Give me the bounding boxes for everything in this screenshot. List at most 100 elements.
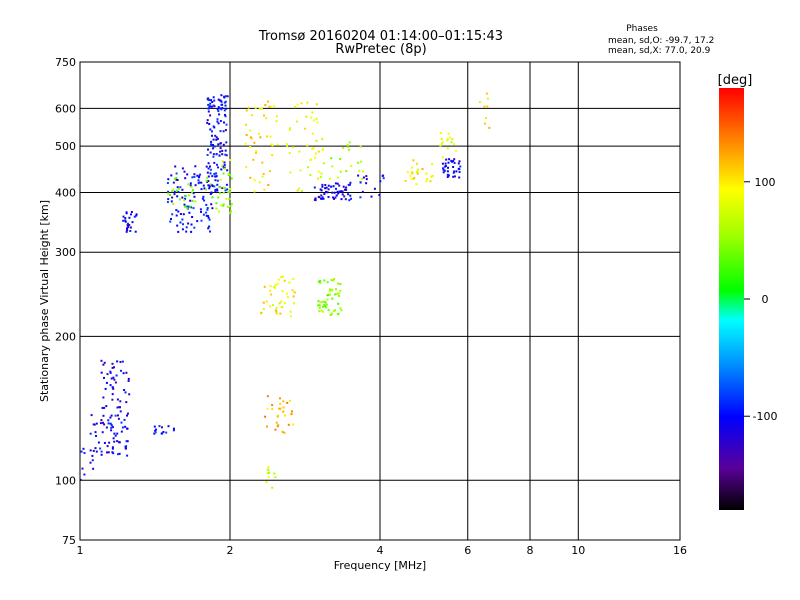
- echo-point: [220, 94, 223, 97]
- echo-point: [322, 310, 325, 313]
- echo-point: [101, 407, 104, 409]
- echo-point: [192, 189, 194, 192]
- echo-point: [330, 185, 332, 188]
- echo-point: [125, 230, 128, 233]
- echo-point: [338, 292, 341, 295]
- echo-point: [223, 166, 226, 169]
- echo-point: [205, 180, 208, 183]
- echo-point: [275, 120, 278, 123]
- echo-point: [83, 452, 86, 454]
- echo-point: [191, 176, 194, 179]
- y-axis-ticks: 75 100 200 300 400 500 600 750: [55, 56, 76, 547]
- echo-point: [348, 149, 351, 151]
- echo-point: [170, 174, 173, 177]
- echo-point: [310, 158, 313, 161]
- echo-point: [179, 221, 182, 224]
- echo-point: [103, 423, 106, 426]
- echo-point: [247, 106, 250, 109]
- echo-point: [329, 288, 331, 291]
- echo-point: [175, 177, 178, 179]
- echo-point: [298, 150, 301, 153]
- echo-point: [113, 432, 116, 435]
- echo-point: [325, 190, 327, 193]
- echo-point: [99, 422, 102, 425]
- echo-point: [202, 184, 205, 187]
- echo-point: [209, 168, 212, 171]
- echo-point: [186, 173, 189, 176]
- echo-point: [116, 440, 119, 443]
- echo-point: [111, 362, 114, 365]
- echo-point: [281, 290, 284, 293]
- echo-point: [221, 153, 224, 156]
- echo-point: [452, 166, 455, 168]
- echo-point: [106, 445, 109, 448]
- echo-point: [323, 304, 325, 306]
- echo-point: [118, 452, 121, 455]
- echo-point: [267, 465, 270, 468]
- y-tick-label: 300: [55, 246, 76, 259]
- echo-point: [111, 366, 114, 369]
- echo-point: [102, 396, 105, 399]
- echo-point: [193, 195, 196, 198]
- echo-point: [344, 198, 347, 201]
- echo-point: [431, 163, 434, 166]
- echo-point: [216, 189, 219, 192]
- echo-point: [212, 144, 214, 146]
- echo-point: [290, 413, 293, 415]
- echo-point: [292, 302, 295, 305]
- echo-point: [439, 132, 442, 135]
- echo-point: [209, 151, 212, 154]
- echo-point: [251, 114, 253, 117]
- echo-point: [445, 158, 448, 161]
- echo-point: [117, 414, 119, 417]
- echo-point: [222, 186, 225, 189]
- echo-point: [229, 159, 232, 161]
- echo-point: [270, 293, 273, 296]
- echo-point: [100, 453, 103, 456]
- echo-point: [126, 229, 129, 231]
- echo-point: [365, 175, 368, 178]
- echo-point: [227, 191, 230, 193]
- echo-point: [216, 179, 219, 182]
- echo-point: [103, 376, 105, 379]
- echo-point: [181, 196, 184, 199]
- echo-point: [94, 447, 97, 450]
- echo-point: [121, 426, 124, 429]
- echo-point: [206, 207, 209, 209]
- echo-point: [229, 205, 232, 208]
- echo-point: [175, 172, 178, 175]
- echo-point: [209, 102, 212, 105]
- echo-point: [273, 105, 276, 107]
- echo-point: [318, 196, 321, 199]
- echo-point: [206, 121, 209, 124]
- echo-point: [99, 447, 102, 450]
- echo-point: [219, 186, 222, 189]
- echo-point: [339, 158, 342, 160]
- echo-point: [173, 427, 175, 430]
- echo-point: [200, 181, 203, 184]
- echo-point: [219, 130, 222, 133]
- echo-point: [429, 180, 432, 183]
- echo-point: [317, 304, 320, 307]
- echo-point: [452, 160, 455, 162]
- echo-point: [220, 100, 223, 103]
- echo-point: [274, 428, 277, 431]
- echo-point: [213, 126, 216, 129]
- echo-point: [322, 162, 325, 165]
- echo-point: [216, 120, 219, 123]
- echo-point: [107, 451, 110, 454]
- echo-point: [219, 150, 222, 153]
- echo-point: [82, 447, 85, 450]
- echo-point: [446, 176, 449, 178]
- echo-point: [130, 213, 132, 216]
- echo-point: [260, 311, 263, 314]
- echo-point: [92, 449, 95, 452]
- echo-point: [245, 134, 248, 136]
- echo-point: [416, 162, 418, 165]
- echo-point: [373, 187, 376, 190]
- echo-point: [347, 183, 350, 186]
- echo-point: [211, 184, 214, 187]
- echo-point: [276, 143, 279, 146]
- echo-point: [91, 454, 94, 457]
- echo-point: [331, 297, 334, 300]
